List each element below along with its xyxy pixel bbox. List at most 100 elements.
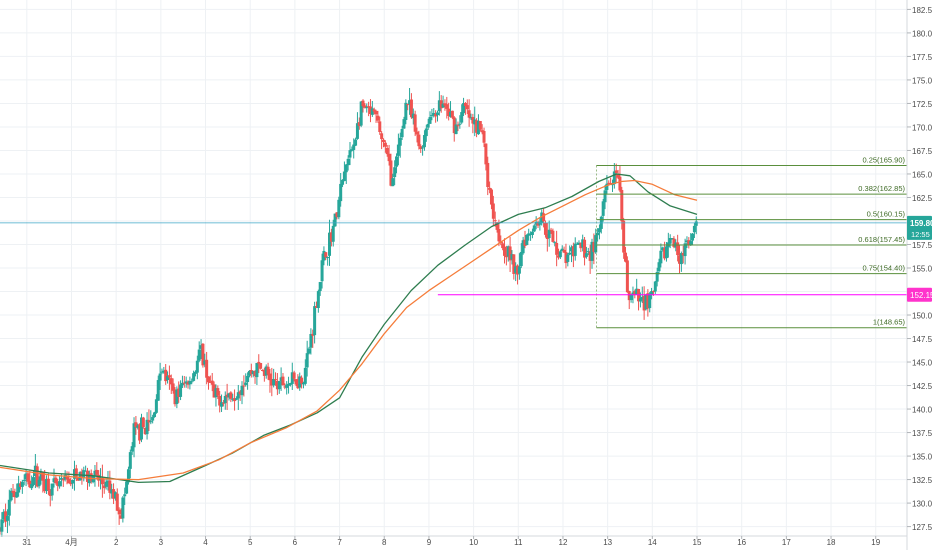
price-tick-label: 175.00 — [912, 76, 932, 85]
candle-body — [342, 171, 346, 182]
price-badges: 159.80 12:55 152.15 — [907, 215, 932, 302]
candle-body — [67, 478, 71, 484]
candle-body — [158, 373, 162, 381]
candle-body — [274, 379, 278, 381]
time-tick-label: 2 — [114, 538, 119, 547]
candle-body — [193, 371, 197, 374]
candle-body — [460, 112, 464, 123]
candle-body — [642, 295, 646, 311]
fib-level-label: 0.618(157.45) — [858, 235, 905, 244]
candle-body — [182, 382, 186, 384]
candle-body — [367, 106, 371, 108]
candle-body — [462, 103, 466, 114]
candle-body — [11, 490, 15, 493]
candle-body — [58, 481, 62, 487]
candle-body — [463, 102, 467, 106]
candle-body — [128, 452, 132, 469]
candle-body — [260, 369, 264, 371]
candle-body — [339, 183, 343, 202]
candle-body — [575, 243, 579, 245]
candle-body — [661, 247, 665, 251]
candle-body — [32, 477, 36, 485]
candle-body — [249, 369, 253, 375]
candle-body — [624, 252, 628, 262]
price-axis[interactable]: 127.50 130.00 132.50 135.00 137.50 140.00 142.… — [906, 0, 932, 550]
candle-body — [136, 425, 140, 428]
candle-body — [84, 470, 88, 472]
candle-body — [85, 470, 89, 482]
candle-body — [141, 417, 145, 428]
candle-body — [108, 480, 112, 493]
candle-body — [229, 392, 233, 399]
candle-body — [473, 119, 477, 125]
candle-body — [359, 101, 363, 126]
candle-body — [207, 376, 211, 383]
candle-body — [59, 478, 63, 480]
candle-body — [648, 293, 652, 309]
candle-body — [439, 100, 443, 109]
fib-level-label: 1(148.65) — [873, 318, 906, 327]
candle-body — [5, 516, 9, 521]
candle-body — [586, 251, 590, 253]
candle-body — [368, 106, 372, 114]
candle-body — [583, 239, 587, 258]
candle-body — [676, 242, 680, 256]
time-tick-label: 5 — [248, 538, 253, 547]
candle-body — [355, 123, 359, 139]
candle-body — [190, 381, 194, 383]
time-tick-label: 15 — [693, 538, 702, 547]
candle-body — [350, 149, 354, 151]
candle-body — [167, 375, 171, 378]
candle-body — [139, 417, 143, 440]
candle-body — [447, 108, 451, 116]
candle-body — [324, 252, 328, 258]
candle-body — [687, 240, 691, 245]
candle-body — [71, 479, 75, 484]
time-axis[interactable]: 31 4月 2 3 4 5 6 7 8 9 10 11 12 13 14 15 16 17 18 19 — [0, 535, 907, 547]
candle-body — [125, 481, 129, 494]
candle-body — [668, 238, 672, 244]
price-levels — [0, 222, 907, 296]
candle-body — [138, 424, 142, 441]
candle-body — [415, 131, 419, 135]
candle-body — [24, 473, 28, 480]
candle-body — [558, 251, 562, 258]
candle-body — [335, 212, 339, 218]
candle-body — [106, 480, 110, 483]
candle-body — [644, 294, 648, 310]
candle-body — [43, 479, 47, 492]
candle-body — [285, 384, 289, 388]
price-tick-label: 137.50 — [912, 429, 932, 438]
candles — [0, 88, 698, 537]
time-tick-label: 10 — [469, 538, 478, 547]
candle-body — [570, 247, 574, 252]
candle-body — [426, 123, 430, 128]
ma-slow-line — [0, 173, 698, 484]
candle-body — [627, 291, 631, 301]
candle-body — [664, 246, 668, 259]
candle-body — [506, 246, 510, 257]
current-price-label: 159.80 — [910, 219, 932, 228]
time-tick-label: 31 — [22, 538, 31, 547]
candle-body — [363, 105, 367, 108]
candle-body — [568, 252, 572, 255]
candle-body — [242, 385, 246, 387]
price-tick-label: 147.50 — [912, 335, 932, 344]
candle-body — [646, 293, 650, 309]
time-tick-label: 13 — [603, 538, 612, 547]
price-tick-label: 162.50 — [912, 194, 932, 203]
candle-body — [517, 266, 521, 274]
candle-body — [331, 225, 335, 242]
candle-body — [143, 427, 147, 435]
candle-body — [93, 470, 97, 476]
candle-body — [264, 366, 268, 376]
candle-body — [290, 372, 294, 384]
candle-body — [655, 272, 659, 282]
candle-body — [529, 233, 533, 235]
candle-body — [218, 395, 222, 406]
candle-body — [607, 182, 611, 184]
candle-body — [542, 213, 546, 222]
candle-countdown-label: 12:55 — [911, 230, 930, 239]
candle-body — [571, 246, 575, 257]
